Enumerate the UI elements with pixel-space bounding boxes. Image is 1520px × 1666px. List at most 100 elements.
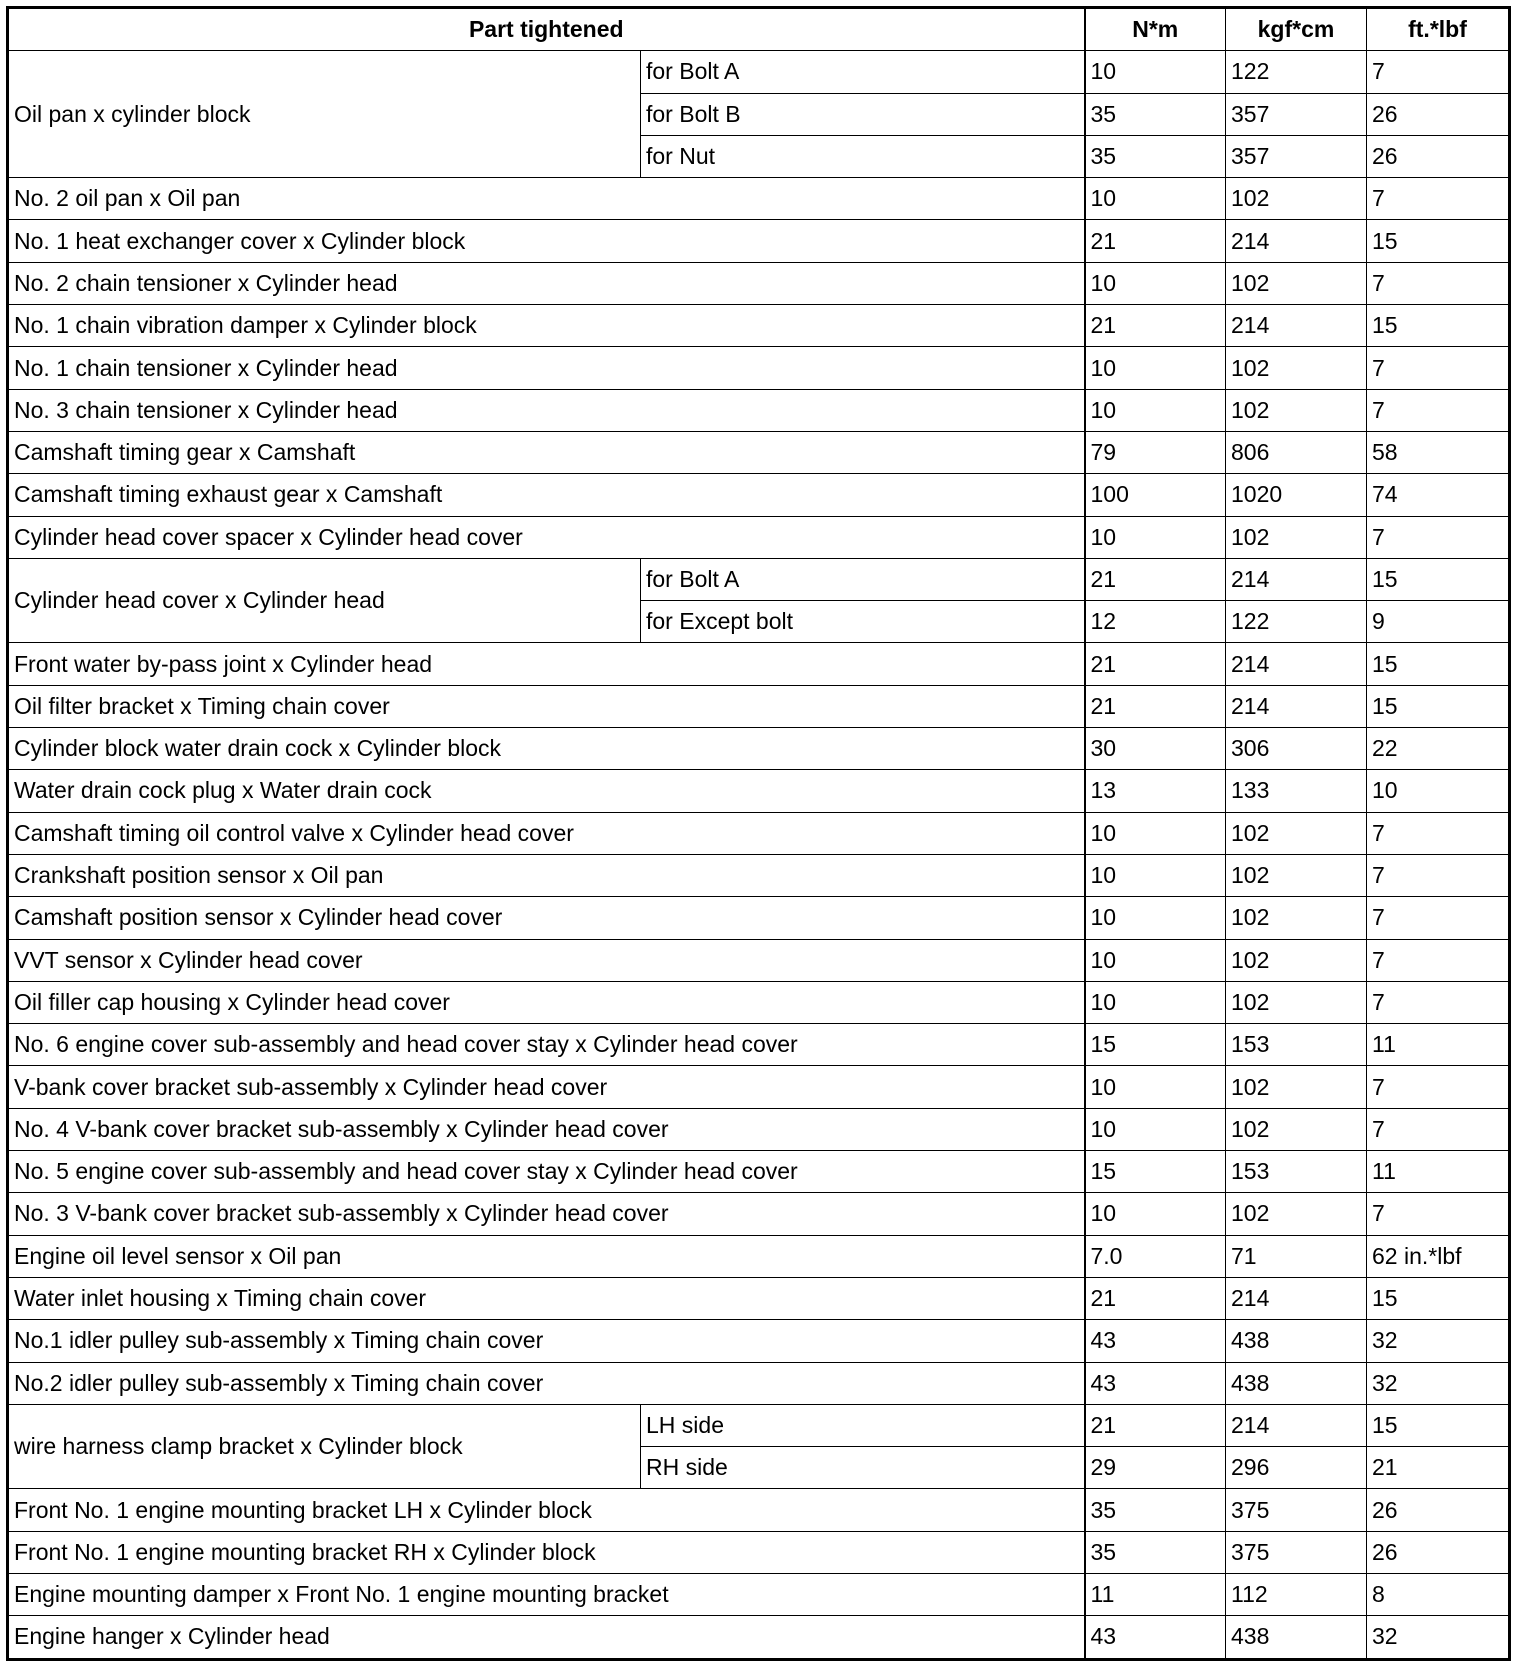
part-cell: No. 3 chain tensioner x Cylinder head	[7, 388, 1085, 432]
table-row: V-bank cover bracket sub-assembly x Cyli…	[7, 1065, 1510, 1109]
nm-cell: 10	[1083, 938, 1226, 982]
ft-lbf-cell: 11	[1366, 1150, 1510, 1194]
kgf-cm-cell: 438	[1225, 1361, 1367, 1405]
kgf-cm-cell: 214	[1225, 1403, 1367, 1448]
nm-cell: 43	[1083, 1319, 1226, 1363]
table-row: Cylinder head cover x Cylinder head for B…	[7, 557, 1510, 644]
ft-lbf-cell: 7	[1366, 938, 1510, 982]
table-row: No.1 idler pulley sub-assembly x Timing …	[7, 1319, 1510, 1363]
table-row: No. 2 oil pan x Oil pan 10 102 7	[7, 177, 1510, 221]
kgf-cm-cell: 375	[1225, 1530, 1367, 1574]
nm-cell: 10	[1083, 261, 1226, 306]
nm-cell: 10	[1083, 980, 1226, 1025]
part-cell: Camshaft timing oil control valve x Cyli…	[7, 811, 1085, 855]
ft-lbf-cell: 26	[1366, 92, 1510, 136]
ft-lbf-cell: 7	[1366, 177, 1510, 221]
nm-cell: 35	[1083, 1488, 1226, 1532]
nm-cell: 29	[1083, 1446, 1226, 1490]
table-row: Engine hanger x Cylinder head 43 438 32	[7, 1615, 1510, 1660]
nm-cell: 21	[1083, 1403, 1226, 1448]
nm-cell: 10	[1083, 1107, 1226, 1152]
ft-lbf-cell: 7	[1366, 811, 1510, 855]
table-row: Oil filter bracket x Timing chain cover 2…	[7, 684, 1510, 729]
kgf-cm-cell: 102	[1225, 177, 1367, 221]
table-row: Camshaft timing exhaust gear x Camshaft 1…	[7, 473, 1510, 517]
table-row: Oil pan x cylinder block for Bolt A 10 122 7	[7, 50, 1510, 179]
kgf-cm-cell: 214	[1225, 642, 1367, 686]
header-nm: N*m	[1083, 6, 1226, 52]
kgf-cm-cell: 214	[1225, 219, 1367, 263]
table-row: Front No. 1 engine mounting bracket RH x…	[7, 1530, 1510, 1574]
kgf-cm-cell: 306	[1225, 727, 1367, 771]
kgf-cm-cell: 102	[1225, 811, 1367, 855]
ft-lbf-cell: 58	[1366, 430, 1510, 475]
part-cell: Camshaft position sensor x Cylinder head…	[7, 896, 1085, 940]
kgf-cm-cell: 112	[1225, 1572, 1367, 1617]
header-part-tightened: Part tightened	[7, 6, 1085, 52]
kgf-cm-cell: 375	[1225, 1488, 1367, 1532]
kgf-cm-cell: 122	[1225, 50, 1367, 94]
nm-cell: 10	[1083, 346, 1226, 390]
ft-lbf-cell: 7	[1366, 1107, 1510, 1152]
ft-lbf-cell: 26	[1366, 1488, 1510, 1532]
nm-cell: 10	[1083, 853, 1226, 898]
nm-cell: 35	[1083, 134, 1226, 179]
table-row: VVT sensor x Cylinder head cover 10 102 7	[7, 938, 1510, 982]
part-cell: Front No. 1 engine mounting bracket LH x…	[7, 1488, 1085, 1532]
nm-cell: 15	[1083, 1150, 1226, 1194]
ft-lbf-cell: 7	[1366, 261, 1510, 306]
part-cell: Front No. 1 engine mounting bracket RH x…	[7, 1530, 1085, 1574]
nm-cell: 100	[1083, 473, 1226, 517]
kgf-cm-cell: 1020	[1225, 473, 1367, 517]
kgf-cm-cell: 153	[1225, 1150, 1367, 1194]
kgf-cm-cell: 102	[1225, 346, 1367, 390]
nm-cell: 10	[1083, 1065, 1226, 1109]
header-ft-lbf: ft.*lbf	[1366, 6, 1510, 52]
ft-lbf-cell: 21	[1366, 1446, 1510, 1490]
table-row: No. 6 engine cover sub-assembly and head…	[7, 1023, 1510, 1067]
part-cell: Engine mounting damper x Front No. 1 eng…	[7, 1572, 1085, 1617]
table-row: wire harness clamp bracket x Cylinder bl…	[7, 1403, 1510, 1490]
kgf-cm-cell: 153	[1225, 1023, 1367, 1067]
table-row: Water inlet housing x Timing chain cover…	[7, 1276, 1510, 1321]
kgf-cm-cell: 357	[1225, 134, 1367, 179]
nm-cell: 35	[1083, 92, 1226, 136]
ft-lbf-cell: 32	[1366, 1615, 1510, 1660]
table-row: Camshaft timing oil control valve x Cyli…	[7, 811, 1510, 855]
sub-part-cell: for Nut	[640, 134, 1085, 179]
kgf-cm-cell: 102	[1225, 980, 1367, 1025]
ft-lbf-cell: 7	[1366, 388, 1510, 432]
kgf-cm-cell: 102	[1225, 388, 1367, 432]
nm-cell: 21	[1083, 642, 1226, 686]
sub-part-cell: for Bolt A	[640, 557, 1085, 602]
ft-lbf-cell: 22	[1366, 727, 1510, 771]
part-cell: Oil pan x cylinder block	[7, 50, 641, 179]
nm-cell: 10	[1083, 1192, 1226, 1236]
table-row: for Except bolt 12 122 9	[8, 600, 1510, 644]
part-cell: No. 3 V-bank cover bracket sub-assembly …	[7, 1192, 1085, 1236]
nm-cell: 12	[1083, 600, 1226, 644]
part-cell: Cylinder head cover x Cylinder head	[7, 557, 641, 644]
part-cell: No. 4 V-bank cover bracket sub-assembly …	[7, 1107, 1085, 1152]
header-kgf-cm: kgf*cm	[1225, 6, 1367, 52]
table-row: No. 2 chain tensioner x Cylinder head 10 1…	[7, 261, 1510, 306]
nm-cell: 10	[1083, 388, 1226, 432]
kgf-cm-cell: 133	[1225, 769, 1367, 813]
part-cell: No. 2 chain tensioner x Cylinder head	[7, 261, 1085, 306]
nm-cell: 21	[1083, 557, 1226, 602]
ft-lbf-cell: 8	[1366, 1572, 1510, 1617]
kgf-cm-cell: 214	[1225, 557, 1367, 602]
ft-lbf-cell: 15	[1366, 219, 1510, 263]
part-cell: No. 1 heat exchanger cover x Cylinder bl…	[7, 219, 1085, 263]
torque-spec-table: Part tightened N*m kgf*cm ft.*lbf Oil pa…	[6, 6, 1511, 1661]
part-cell: Cylinder block water drain cock x Cylind…	[7, 727, 1085, 771]
nm-cell: 30	[1083, 727, 1226, 771]
table-row: No.2 idler pulley sub-assembly x Timing …	[7, 1361, 1510, 1405]
nm-cell: 21	[1083, 219, 1226, 263]
part-cell: No. 2 oil pan x Oil pan	[7, 177, 1085, 221]
part-cell: V-bank cover bracket sub-assembly x Cyli…	[7, 1065, 1085, 1109]
table-row: No. 4 V-bank cover bracket sub-assembly …	[7, 1107, 1510, 1152]
table-row: Engine mounting damper x Front No. 1 eng…	[7, 1572, 1510, 1617]
part-cell: Cylinder head cover spacer x Cylinder he…	[7, 515, 1085, 559]
part-cell: No.1 idler pulley sub-assembly x Timing …	[7, 1319, 1085, 1363]
